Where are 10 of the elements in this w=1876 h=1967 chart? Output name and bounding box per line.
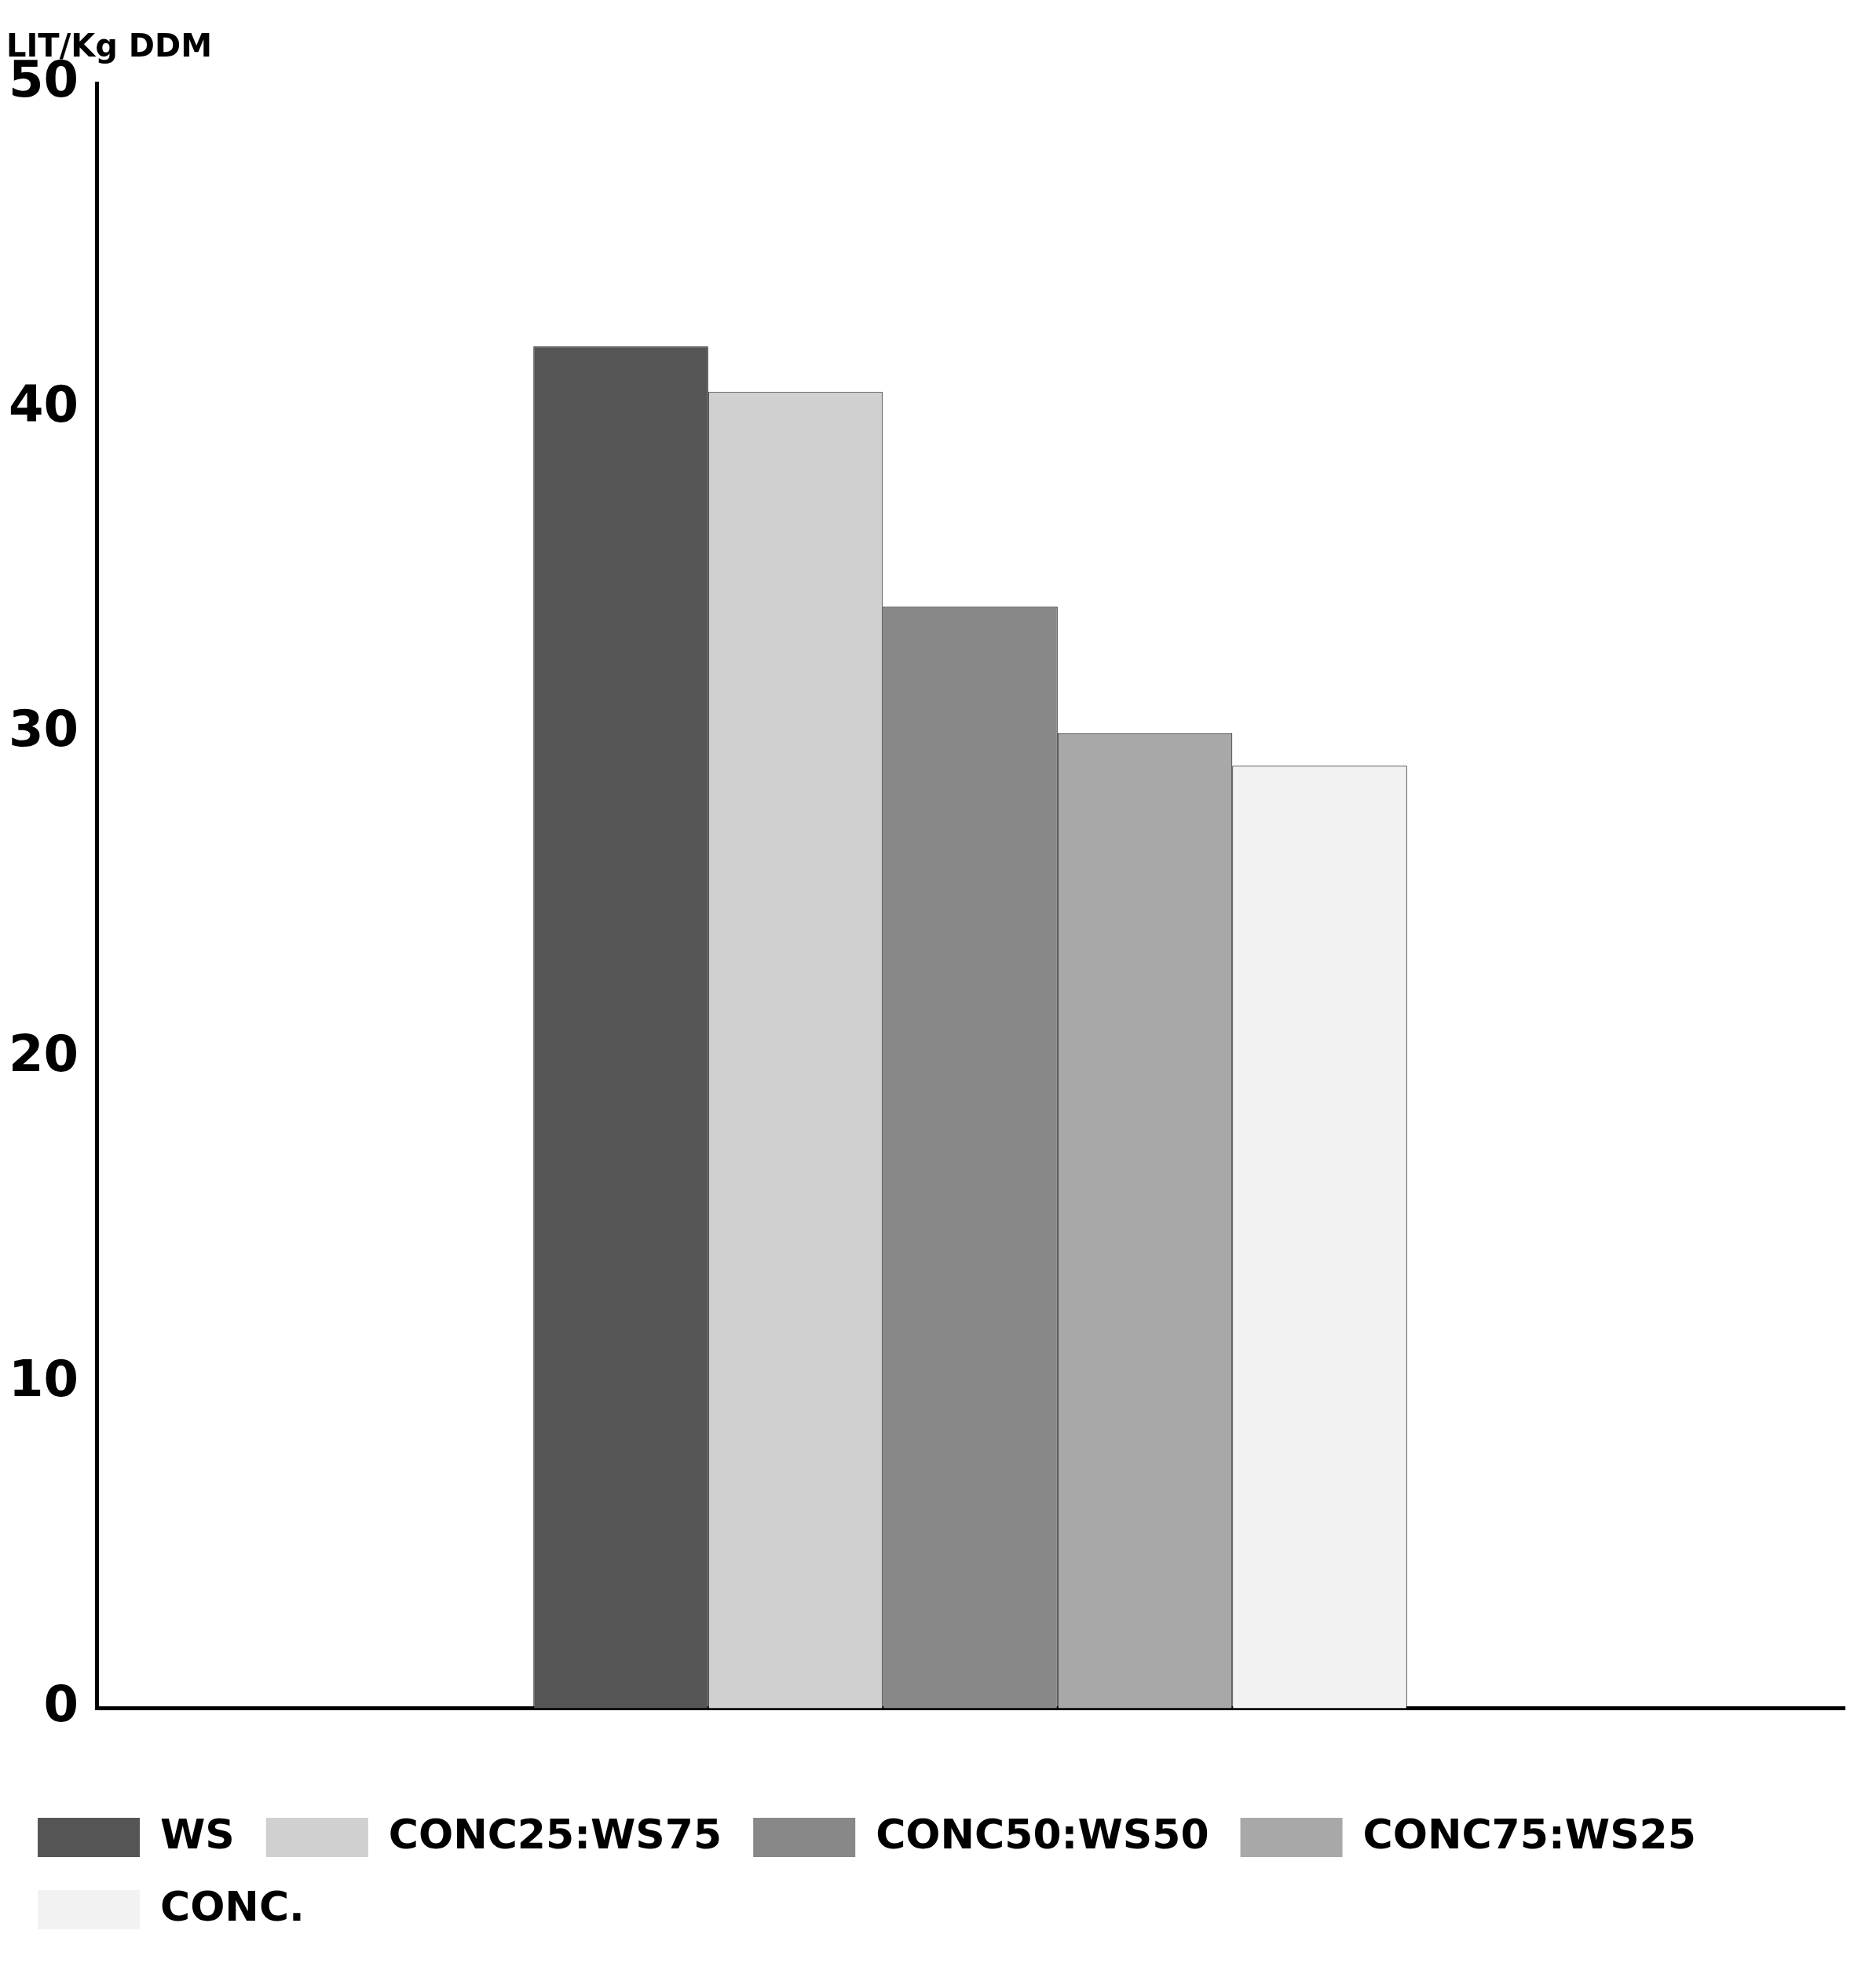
y-tick-label: 10 xyxy=(9,1350,79,1409)
legend-label: CONC75:WS25 xyxy=(1362,1810,1696,1858)
y-tick-label: 20 xyxy=(9,1025,79,1084)
y-tick-label: 40 xyxy=(9,375,79,433)
legend-label: CONC. xyxy=(160,1882,305,1930)
y-tick-label: 0 xyxy=(43,1675,79,1734)
legend-label: WS xyxy=(160,1810,235,1858)
legend-label: CONC25:WS75 xyxy=(388,1810,722,1858)
y-tick-label: 30 xyxy=(9,700,79,759)
legend-label: CONC50:WS50 xyxy=(876,1810,1209,1858)
